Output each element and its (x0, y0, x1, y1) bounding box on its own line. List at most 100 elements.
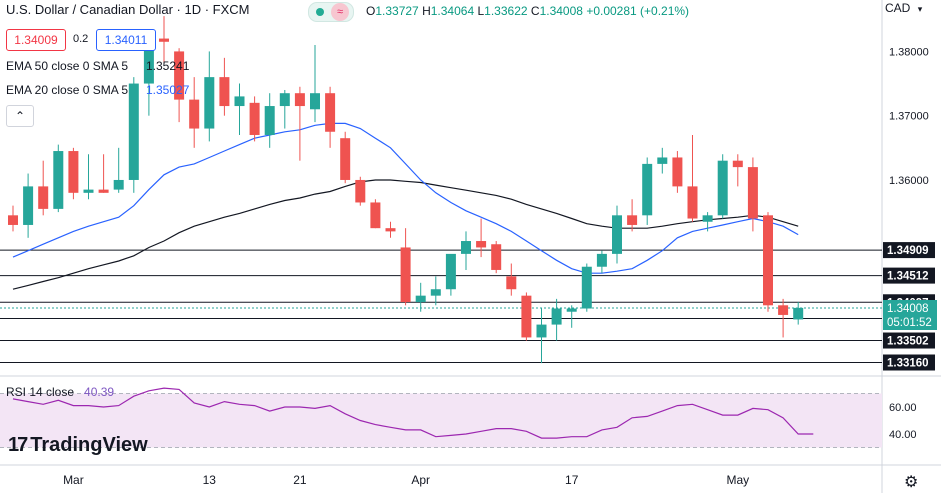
spread-value: 0.2 (73, 33, 89, 45)
high-value: 1.34064 (430, 4, 475, 18)
candle-body (23, 186, 34, 225)
ema50-layer (12, 179, 799, 290)
candle-body (415, 295, 426, 303)
time-tick-label: Apr (411, 473, 430, 487)
candle (279, 89, 290, 129)
candle-body (8, 215, 18, 225)
candle-body (310, 93, 320, 110)
candle (642, 157, 653, 225)
candle (732, 154, 743, 187)
price-tick-label: 1.37000 (889, 111, 929, 123)
candle-body (551, 308, 562, 325)
candle-body (189, 99, 200, 129)
price-axis: 1.38000 1.37000 1.36000 1.34909 1.34512 1.340… (883, 46, 937, 441)
candle (38, 160, 49, 216)
candle-body (566, 308, 577, 312)
ema20-label: EMA 20 close 0 SMA 5 (6, 83, 129, 97)
open-value: 1.33727 (375, 4, 419, 18)
candle-body (445, 253, 456, 290)
rsi-value: 40.39 (84, 385, 115, 399)
price-tick-label: 1.38000 (889, 46, 929, 58)
time-tick-label: 17 (565, 473, 579, 487)
chevron-up-icon: ⌃ (14, 109, 26, 123)
candle (581, 263, 592, 312)
level-tag-label: 1.33502 (887, 336, 929, 348)
candle (294, 86, 305, 161)
candle (189, 77, 200, 148)
candle-body (128, 83, 139, 180)
candle-body (476, 241, 487, 248)
candle-body (687, 186, 698, 219)
ema50-legend[interactable]: EMA 50 close 0 SMA 5 1.35241 (6, 59, 189, 73)
ema50-line (12, 179, 799, 290)
candle (8, 205, 18, 232)
candle (702, 212, 713, 232)
candle-body (355, 179, 366, 203)
candle (747, 157, 758, 232)
candle (793, 302, 804, 325)
candle-body (249, 102, 260, 135)
ema20-legend[interactable]: EMA 20 close 0 SMA 5 1.35027 (6, 83, 189, 97)
candle (657, 147, 668, 174)
currency-label: CAD (885, 1, 911, 15)
candle (113, 147, 124, 193)
time-tick-label: May (726, 473, 749, 487)
rsi-tick-label: 60.00 (889, 402, 917, 414)
candle (370, 199, 381, 229)
ohlc-readout: O1.33727 H1.34064 L1.33622 C1.34008 +0.0… (366, 4, 689, 18)
candle-body (113, 179, 124, 190)
candle (128, 77, 139, 193)
candle (83, 154, 94, 200)
candle-body (612, 215, 622, 254)
level-tag-label: 1.34512 (887, 271, 929, 283)
level-tag (883, 242, 935, 259)
gear-icon[interactable]: ⚙ (904, 474, 919, 491)
candle (612, 205, 622, 264)
change-value: +0.00281 (+0.21%) (586, 4, 690, 18)
market-open-dot-icon (316, 8, 324, 16)
rsi-legend[interactable]: RSI 14 close 40.39 (6, 385, 114, 399)
tradingview-logo[interactable]: 17 TradingView (8, 434, 148, 457)
ema20-value: 1.35027 (146, 83, 190, 97)
candle-body (53, 151, 64, 209)
candle (204, 51, 215, 142)
candle (415, 282, 426, 312)
candle-body (279, 93, 290, 107)
candle (264, 93, 275, 148)
open-label: O (366, 4, 376, 18)
high-label: H (422, 4, 431, 18)
candle-body (763, 215, 773, 306)
symbol-title[interactable]: U.S. Dollar / Canadian Dollar · 1D · FXC… (6, 2, 250, 17)
candle (521, 292, 532, 341)
candle (98, 154, 109, 193)
price-tick-label: 1.36000 (889, 175, 929, 187)
candle (717, 154, 728, 219)
buy-price-button[interactable]: 1.34011 (96, 29, 156, 51)
candle (400, 228, 411, 306)
candle-body (340, 138, 351, 180)
candle (340, 131, 351, 184)
market-status-button[interactable]: ≈ (308, 2, 354, 22)
candle-body (234, 96, 245, 107)
candle-body (717, 160, 728, 216)
collapse-legend-button[interactable]: ⌃ (6, 105, 34, 127)
candle (536, 308, 547, 364)
candle-body (325, 93, 336, 132)
candle-body (385, 228, 396, 232)
sell-price-button[interactable]: 1.34009 (6, 29, 66, 51)
currency-selector[interactable]: CAD ▾ (885, 1, 933, 17)
time-tick-label: 13 (203, 473, 217, 487)
candle-body (264, 106, 275, 135)
ema20-line (12, 122, 799, 274)
candle (763, 212, 773, 312)
candle-body (747, 167, 758, 219)
candle-body (732, 160, 743, 168)
candle (174, 48, 185, 123)
rsi-panel (0, 387, 882, 448)
candle-body (491, 244, 502, 270)
candle-body (294, 93, 305, 107)
candle (249, 96, 260, 142)
rsi-band (0, 393, 882, 448)
wave-icon: ≈ (331, 3, 349, 21)
